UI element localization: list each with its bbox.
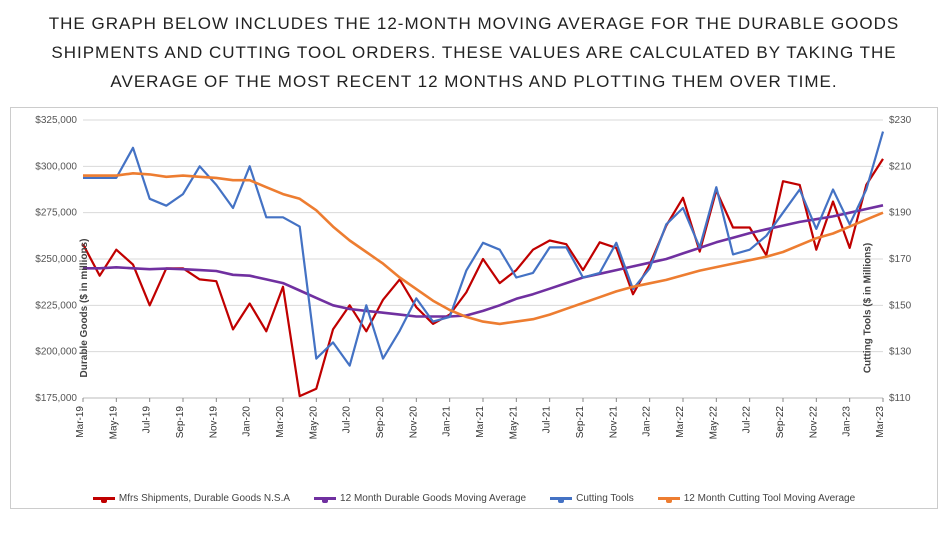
svg-text:Sep-20: Sep-20 <box>375 405 386 438</box>
svg-text:$250,000: $250,000 <box>35 254 77 265</box>
svg-text:Jan-21: Jan-21 <box>442 405 453 436</box>
svg-text:Nov-22: Nov-22 <box>808 405 819 438</box>
svg-text:Sep-19: Sep-19 <box>175 405 186 438</box>
svg-text:May-21: May-21 <box>508 405 519 439</box>
svg-text:May-22: May-22 <box>708 405 719 439</box>
svg-text:Jul-22: Jul-22 <box>742 405 753 433</box>
svg-text:$175,000: $175,000 <box>35 393 77 404</box>
svg-text:Jan-23: Jan-23 <box>842 405 853 436</box>
svg-text:$210: $210 <box>889 161 912 172</box>
legend-label: Cutting Tools <box>576 493 634 504</box>
legend: Mfrs Shipments, Durable Goods N.S.A 12 Mo… <box>11 493 937 504</box>
svg-text:$200,000: $200,000 <box>35 346 77 357</box>
svg-text:$230: $230 <box>889 115 912 126</box>
legend-swatch <box>314 497 336 500</box>
svg-text:$225,000: $225,000 <box>35 300 77 311</box>
svg-text:$110: $110 <box>889 393 911 404</box>
svg-text:$300,000: $300,000 <box>35 161 77 172</box>
svg-text:$170: $170 <box>889 254 912 265</box>
svg-text:May-19: May-19 <box>108 405 119 439</box>
right-axis-label: Cutting Tools ($ in Millions) <box>862 242 873 372</box>
svg-text:Nov-21: Nov-21 <box>608 405 619 438</box>
svg-text:Nov-19: Nov-19 <box>208 405 219 438</box>
svg-text:Jul-21: Jul-21 <box>542 405 553 433</box>
legend-label: 12 Month Cutting Tool Moving Average <box>684 493 855 504</box>
legend-item-durable: Mfrs Shipments, Durable Goods N.S.A <box>93 493 290 504</box>
legend-item-durable_ma: 12 Month Durable Goods Moving Average <box>314 493 526 504</box>
left-axis-label: Durable Goods ($ in millions) <box>79 238 90 377</box>
svg-text:Mar-19: Mar-19 <box>75 405 86 437</box>
svg-text:Nov-20: Nov-20 <box>408 405 419 438</box>
legend-swatch <box>658 497 680 500</box>
svg-text:Jan-20: Jan-20 <box>242 405 253 436</box>
chart-svg: $175,000 $200,000 $225,000 $250,000 $275,000… <box>11 108 937 508</box>
legend-label: 12 Month Durable Goods Moving Average <box>340 493 526 504</box>
svg-text:Jul-20: Jul-20 <box>342 405 353 433</box>
svg-text:Mar-23: Mar-23 <box>875 405 886 437</box>
chart-description: THE GRAPH BELOW INCLUDES THE 12-MONTH MO… <box>0 0 948 103</box>
svg-text:$325,000: $325,000 <box>35 115 77 126</box>
svg-text:$150: $150 <box>889 300 912 311</box>
svg-text:Sep-21: Sep-21 <box>575 405 586 438</box>
chart-container: Durable Goods ($ in millions) Cutting To… <box>10 107 938 509</box>
legend-swatch <box>93 497 115 500</box>
svg-text:Mar-20: Mar-20 <box>275 405 286 437</box>
svg-text:May-20: May-20 <box>308 405 319 439</box>
legend-label: Mfrs Shipments, Durable Goods N.S.A <box>119 493 290 504</box>
series-durable <box>83 159 883 396</box>
svg-text:Sep-22: Sep-22 <box>775 405 786 438</box>
svg-text:Mar-22: Mar-22 <box>675 405 686 437</box>
svg-text:$275,000: $275,000 <box>35 207 77 218</box>
svg-text:Jul-19: Jul-19 <box>142 405 153 433</box>
svg-text:$190: $190 <box>889 207 912 218</box>
svg-text:Jan-22: Jan-22 <box>642 405 653 436</box>
legend-item-cutting: Cutting Tools <box>550 493 634 504</box>
legend-swatch <box>550 497 572 500</box>
legend-item-cutting_ma: 12 Month Cutting Tool Moving Average <box>658 493 855 504</box>
svg-text:Mar-21: Mar-21 <box>475 405 486 437</box>
svg-text:$130: $130 <box>889 346 912 357</box>
